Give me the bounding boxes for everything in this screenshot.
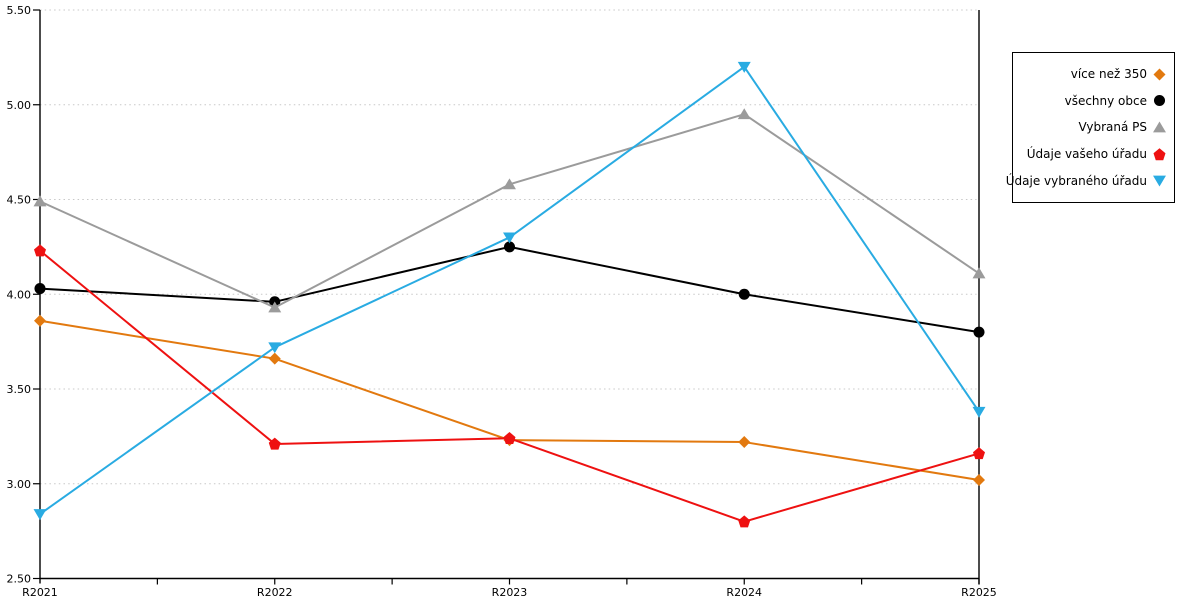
legend: více než 350 všechny obce Vybraná PS Údaje …	[1006, 52, 1175, 203]
series-3	[33, 108, 986, 313]
series-4	[34, 244, 985, 528]
diamond-marker-icon	[1153, 68, 1166, 81]
series-line	[39, 245, 980, 334]
triangle-up-marker-icon	[972, 267, 986, 279]
triangle-down-marker-icon	[972, 406, 986, 418]
x-axis-label: R2021	[22, 586, 58, 599]
legend-label: Údaje vybraného úřadu	[1005, 173, 1147, 188]
y-axis-label: 3.00	[7, 478, 32, 491]
triangle-up-marker-icon	[1153, 121, 1166, 133]
pentagon-marker-icon	[503, 431, 516, 444]
diamond-marker-icon	[268, 352, 281, 365]
y-axis-label: 3.50	[7, 383, 32, 396]
triangle-up-marker-icon	[737, 108, 751, 120]
triangle-down-marker-icon	[737, 61, 751, 73]
series-5	[33, 61, 986, 521]
series-line	[39, 249, 980, 523]
series-2	[34, 241, 985, 338]
series-line	[39, 113, 980, 309]
x-axis-label: R2023	[492, 586, 528, 599]
circle-marker-icon	[973, 326, 985, 338]
triangle-down-marker-icon	[1153, 175, 1166, 187]
legend-item: více než 350	[1017, 67, 1167, 82]
legend-label: Vybraná PS	[1078, 120, 1147, 135]
triangle-down-marker-icon	[503, 232, 516, 244]
pentagon-marker-icon	[738, 515, 751, 528]
x-axis: R2021 R2022 R2023 R2024 R2025	[22, 577, 997, 599]
series-1	[34, 314, 985, 486]
y-axis-label: 4.00	[7, 288, 32, 301]
y-axis-label: 2.50	[7, 573, 32, 586]
y-axis-label: 4.50	[7, 194, 32, 207]
triangle-up-marker-icon	[268, 301, 282, 313]
y-axis-label: 5.00	[7, 99, 32, 112]
legend-label: všechny obce	[1064, 93, 1147, 108]
legend-item: všechny obce	[1017, 93, 1167, 108]
circle-marker-icon	[738, 288, 750, 300]
circle-marker-icon	[1153, 95, 1166, 107]
legend-item: Údaje vašeho úřadu	[1017, 147, 1167, 162]
triangle-down-marker-icon	[268, 342, 282, 354]
series-line	[39, 65, 980, 516]
y-axis: 2.50 3.00 3.50 4.00 4.50 5.00 5.50	[7, 4, 41, 586]
y-axis-label: 5.50	[7, 4, 32, 17]
legend-label: více než 350	[1070, 67, 1147, 82]
circle-marker-icon	[34, 283, 46, 295]
pentagon-marker-icon	[1153, 147, 1166, 160]
legend-item: Údaje vybraného úřadu	[1006, 173, 1167, 188]
diamond-marker-icon	[34, 314, 46, 327]
x-axis-label: R2024	[726, 586, 762, 599]
circle-marker-icon	[1153, 95, 1166, 107]
series-line	[39, 319, 980, 481]
diamond-marker-icon	[1153, 68, 1166, 81]
diamond-marker-icon	[973, 473, 985, 486]
triangle-down-marker-icon	[1153, 175, 1166, 187]
x-axis-label: R2025	[961, 586, 997, 599]
pentagon-marker-icon	[1153, 147, 1166, 160]
legend-item: Vybraná PS	[1017, 120, 1167, 135]
triangle-down-marker-icon	[33, 509, 47, 521]
gridlines	[40, 9, 977, 485]
legend-label: Údaje vašeho úřadu	[1026, 147, 1147, 162]
triangle-up-marker-icon	[1153, 121, 1166, 133]
pentagon-marker-icon	[973, 447, 985, 460]
diamond-marker-icon	[738, 436, 751, 449]
pentagon-marker-icon	[268, 437, 281, 450]
triangle-up-marker-icon	[33, 195, 47, 207]
pentagon-marker-icon	[34, 244, 46, 257]
triangle-up-marker-icon	[503, 178, 516, 190]
circle-marker-icon	[503, 241, 516, 253]
x-axis-label: R2022	[257, 586, 293, 599]
